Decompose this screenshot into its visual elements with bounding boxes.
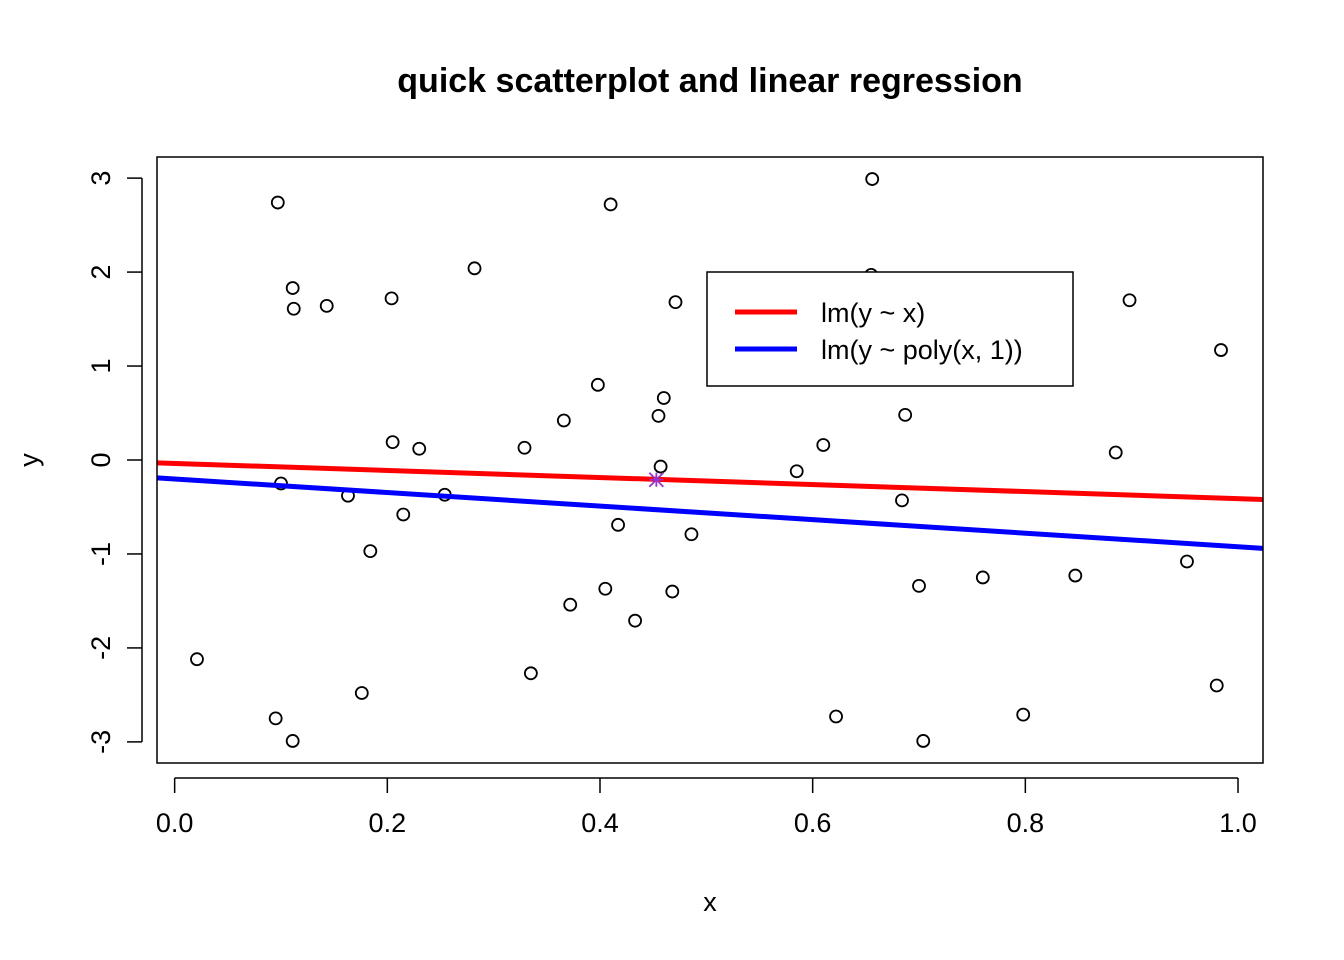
data-point (190, 652, 204, 667)
data-point (1180, 554, 1194, 569)
data-point (285, 734, 300, 748)
plot-frame (156, 156, 1264, 764)
data-point (270, 195, 285, 210)
data-point (975, 570, 990, 585)
data-point (789, 464, 804, 479)
data-point (1214, 343, 1228, 357)
x-tick-label: 0.4 (581, 808, 619, 838)
data-point (517, 440, 532, 455)
data-point (916, 734, 931, 748)
data-point (684, 527, 699, 542)
mean-point-marker (648, 472, 664, 488)
regression-line-lm (156, 460, 1264, 502)
y-tick-label: -3 (86, 730, 116, 754)
y-axis: -3 -2 -1 0 1 2 3 (86, 171, 143, 754)
data-point (898, 407, 913, 422)
data-point (1209, 678, 1224, 693)
y-tick-label: 0 (86, 452, 116, 467)
data-point (384, 291, 399, 306)
data-point (396, 507, 411, 522)
data-point (590, 377, 605, 392)
y-tick-label: -1 (86, 542, 116, 566)
legend-label-lm: lm(y ~ x) (821, 298, 925, 328)
legend: lm(y ~ x) lm(y ~ poly(x, 1)) (706, 271, 1074, 387)
data-point (816, 438, 831, 452)
data-point (467, 261, 482, 276)
data-point (354, 686, 369, 700)
legend-box (706, 271, 1074, 387)
data-point (895, 493, 909, 508)
data-point (912, 579, 926, 593)
data-point (412, 441, 427, 456)
chart-title: quick scatterplot and linear regression (397, 62, 1022, 100)
y-tick-label: -2 (86, 636, 116, 660)
data-point (363, 544, 378, 559)
data-point (1122, 293, 1137, 308)
x-tick-label: 1.0 (1219, 808, 1257, 838)
x-tick-label: 0.0 (156, 808, 194, 838)
data-point (286, 301, 301, 316)
x-tick-label: 0.8 (1007, 808, 1045, 838)
regression-line-poly (156, 475, 1264, 551)
x-tick-label: 0.6 (794, 808, 832, 838)
data-point (1108, 445, 1123, 460)
data-point (829, 709, 843, 724)
y-axis-label: y (14, 453, 44, 467)
data-point (611, 517, 625, 532)
y-tick-label: 2 (86, 265, 116, 280)
legend-label-poly: lm(y ~ poly(x, 1)) (821, 335, 1023, 365)
data-point (1068, 568, 1083, 583)
data-point (268, 711, 283, 726)
data-point (665, 584, 680, 599)
x-axis-label: x (703, 887, 717, 917)
x-axis: 0.0 0.2 0.4 0.6 0.8 1.0 (156, 777, 1257, 838)
data-point (556, 413, 571, 428)
data-point (865, 172, 880, 186)
y-tick-label: 3 (86, 171, 116, 186)
data-point (603, 197, 618, 212)
data-point (653, 459, 668, 474)
data-point (651, 408, 666, 423)
x-tick-label: 0.2 (369, 808, 407, 838)
data-point (319, 299, 334, 313)
y-tick-label: 1 (86, 359, 116, 374)
data-point (523, 666, 538, 681)
data-point (668, 295, 683, 310)
plot-area (156, 172, 1264, 748)
data-point (1016, 707, 1031, 722)
data-point (563, 597, 578, 612)
data-point (656, 391, 671, 405)
data-point (385, 435, 400, 450)
data-point (628, 613, 642, 628)
data-point (598, 581, 613, 596)
data-point (285, 281, 300, 295)
